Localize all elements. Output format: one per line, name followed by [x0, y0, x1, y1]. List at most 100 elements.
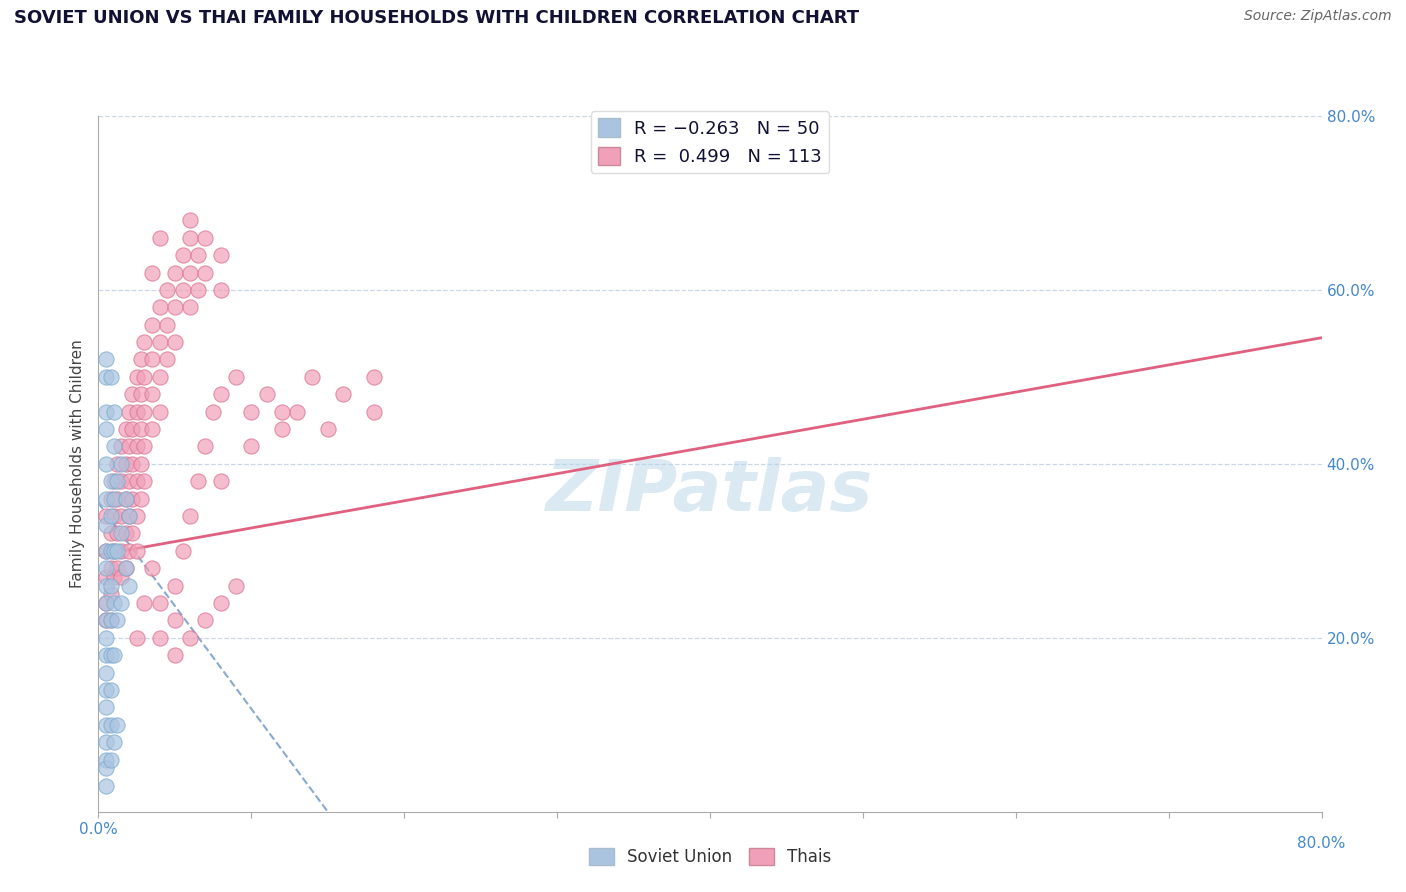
Point: [194, 266, 217, 280]
Point: [94, 508, 117, 523]
Point: [316, 422, 339, 436]
Point: [94, 779, 117, 793]
Point: [179, 631, 201, 645]
Point: [156, 318, 179, 332]
Point: [118, 543, 141, 558]
Point: [209, 248, 232, 262]
Point: [179, 508, 201, 523]
Point: [202, 405, 225, 419]
Point: [141, 352, 163, 367]
Point: [105, 561, 128, 575]
Point: [110, 596, 132, 610]
Point: [100, 543, 122, 558]
Point: [225, 578, 247, 592]
Point: [270, 405, 292, 419]
Point: [256, 387, 278, 401]
Point: [100, 508, 122, 523]
Point: [134, 405, 156, 419]
Point: [187, 248, 209, 262]
Legend: Soviet Union, Thais: Soviet Union, Thais: [582, 841, 838, 873]
Point: [100, 561, 122, 575]
Point: [94, 543, 117, 558]
Point: [141, 318, 163, 332]
Point: [115, 422, 138, 436]
Point: [94, 543, 117, 558]
Point: [134, 474, 156, 488]
Point: [125, 474, 148, 488]
Point: [179, 213, 201, 227]
Point: [134, 334, 156, 349]
Point: [115, 491, 138, 506]
Point: [129, 387, 152, 401]
Point: [103, 405, 125, 419]
Point: [118, 508, 141, 523]
Point: [100, 683, 122, 698]
Point: [105, 614, 128, 628]
Point: [110, 457, 132, 471]
Point: [118, 578, 141, 592]
Point: [129, 422, 152, 436]
Point: [94, 614, 117, 628]
Point: [110, 570, 132, 584]
Point: [115, 526, 138, 541]
Point: [163, 266, 186, 280]
Point: [134, 440, 156, 454]
Point: [115, 491, 138, 506]
Point: [94, 761, 117, 775]
Point: [100, 587, 122, 601]
Point: [209, 596, 232, 610]
Point: [118, 440, 141, 454]
Point: [110, 508, 132, 523]
Point: [105, 543, 128, 558]
Point: [156, 352, 179, 367]
Point: [105, 717, 128, 731]
Point: [100, 526, 122, 541]
Point: [105, 457, 128, 471]
Point: [100, 717, 122, 731]
Point: [129, 491, 152, 506]
Point: [118, 405, 141, 419]
Point: [103, 596, 125, 610]
Point: [94, 517, 117, 532]
Point: [103, 508, 125, 523]
Point: [103, 543, 125, 558]
Point: [270, 422, 292, 436]
Point: [363, 405, 385, 419]
Point: [125, 508, 148, 523]
Point: [149, 596, 172, 610]
Point: [149, 334, 172, 349]
Point: [100, 369, 122, 384]
Point: [100, 614, 122, 628]
Point: [209, 387, 232, 401]
Point: [125, 543, 148, 558]
Point: [141, 561, 163, 575]
Point: [94, 369, 117, 384]
Point: [363, 369, 385, 384]
Point: [163, 648, 186, 662]
Point: [115, 457, 138, 471]
Point: [285, 405, 308, 419]
Point: [187, 283, 209, 297]
Point: [240, 405, 263, 419]
Y-axis label: Family Households with Children: Family Households with Children: [70, 340, 86, 588]
Point: [94, 665, 117, 680]
Point: [194, 230, 217, 244]
Point: [172, 543, 194, 558]
Point: [94, 614, 117, 628]
Point: [105, 474, 128, 488]
Point: [141, 266, 163, 280]
Point: [94, 352, 117, 367]
Point: [187, 474, 209, 488]
Point: [94, 491, 117, 506]
Point: [149, 300, 172, 315]
Point: [94, 735, 117, 749]
Point: [149, 230, 172, 244]
Point: [149, 405, 172, 419]
Point: [121, 491, 143, 506]
Point: [110, 440, 132, 454]
Point: [134, 369, 156, 384]
Point: [115, 561, 138, 575]
Point: [163, 300, 186, 315]
Point: [179, 266, 201, 280]
Point: [125, 631, 148, 645]
